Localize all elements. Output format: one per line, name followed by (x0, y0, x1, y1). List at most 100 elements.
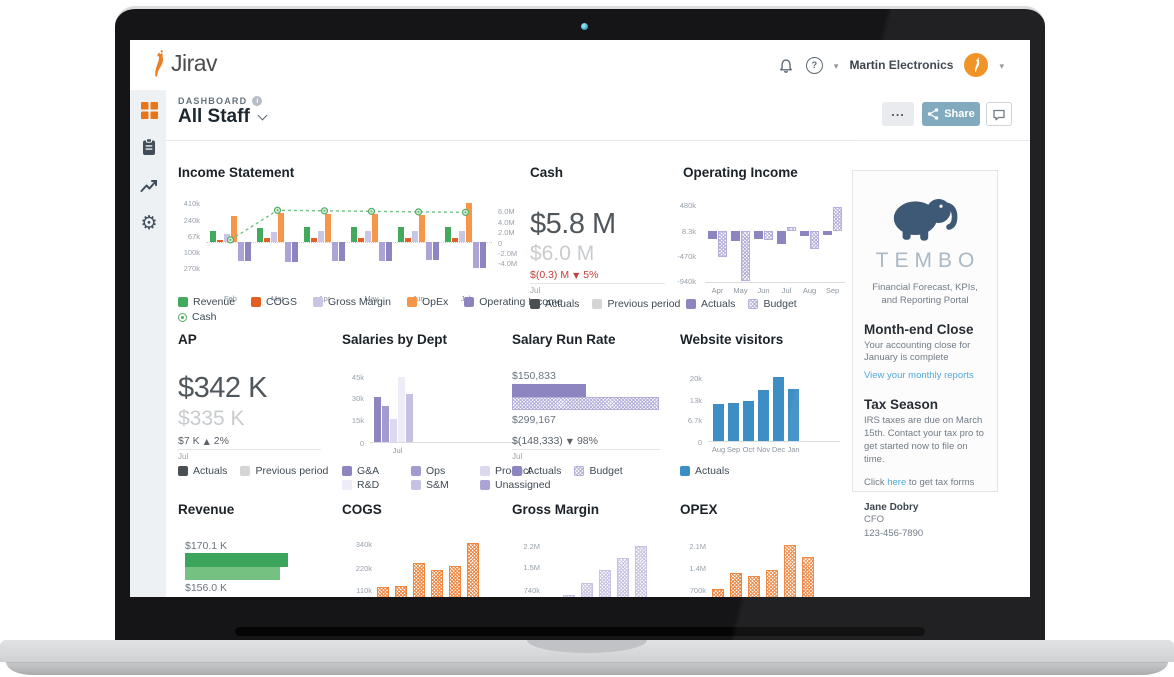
help-caret-icon[interactable] (834, 56, 839, 74)
bar (264, 238, 270, 242)
y-tick-label: 2.1M (689, 541, 706, 551)
cash-delta: $(0.3) M ▼ 5% (530, 269, 599, 281)
revenue-actual-label: $170.1 K (185, 540, 228, 552)
bar (382, 406, 389, 442)
gear-icon: ⚙ (140, 211, 158, 234)
legend-swatch (178, 312, 187, 322)
legend-item: S&M (411, 479, 467, 491)
y-tick-label: 1.5M (523, 562, 540, 572)
bar (773, 377, 784, 441)
card-title-salary-run-rate: Salary Run Rate (512, 332, 616, 347)
cogs-y-axis: 340k 220k 110k (346, 539, 374, 597)
contact-role: CFO (864, 514, 885, 526)
y-tick-label: 20k (689, 373, 702, 383)
info-icon[interactable] (252, 96, 263, 106)
card-title-cash: Cash (530, 165, 564, 180)
sidebar-item-settings[interactable]: ⚙ (139, 213, 159, 233)
bar (766, 569, 778, 597)
y-tick-label: 0 (498, 238, 503, 248)
legend-item: Operating Income (464, 296, 563, 308)
notification-bell-icon[interactable] (777, 57, 795, 74)
bar (599, 570, 611, 597)
cogs-chart (377, 543, 491, 597)
card-title-cogs: COGS (342, 502, 382, 517)
srr-budget-label: $299,167 (512, 414, 556, 426)
card-title-revenue: Revenue (178, 502, 235, 517)
legend-swatch (312, 297, 323, 307)
comment-button[interactable] (986, 102, 1012, 126)
x-tick-label: Dec (771, 445, 786, 454)
srr-actual-bar (512, 384, 587, 397)
lid-notch (527, 640, 647, 653)
month-end-close-title: Month-end Close (864, 321, 974, 337)
account-name[interactable]: Martin Electronics (849, 58, 954, 72)
app-window: Jirav Martin Electronics (130, 40, 1030, 597)
bar (386, 242, 392, 261)
bar (731, 230, 740, 241)
x-tick-label: May (364, 294, 379, 303)
card-title-website-visitors: Website visitors (680, 332, 784, 347)
bar (231, 216, 237, 242)
y-tick-label: 0 (359, 438, 364, 448)
legend-item: Budget (574, 465, 623, 477)
bar (398, 377, 405, 442)
header-divider (166, 140, 1030, 141)
bar (332, 242, 338, 262)
legend-swatch (480, 480, 490, 490)
bar (311, 238, 317, 242)
salaries-y-axis: 45k 30k 15k 0 (342, 372, 366, 448)
website-visitors-legend: Actuals (680, 465, 729, 477)
card-title-salaries: Salaries by Dept (342, 332, 448, 347)
bar (390, 418, 397, 442)
x-tick-label: Jun (757, 286, 770, 295)
y-tick-label: 4.0M (498, 217, 515, 227)
legend-item: Unassigned (480, 479, 550, 491)
legend-item: Actuals (686, 298, 735, 310)
legend-item: Budget (748, 298, 797, 310)
page-title[interactable]: All Staff (178, 106, 268, 128)
bar (351, 227, 357, 242)
bar (339, 242, 345, 262)
tembo-brand: TEMBO (875, 249, 981, 272)
tax-forms-link[interactable]: here (887, 476, 907, 488)
sidebar-item-trends[interactable] (139, 176, 159, 196)
bar (473, 242, 479, 268)
bar (377, 587, 389, 597)
help-icon[interactable] (805, 56, 823, 74)
bar (466, 202, 472, 242)
zero-line (206, 242, 492, 243)
contact-name: Jane Dobry (864, 502, 919, 514)
rule (530, 283, 665, 284)
x-tick-label: Jul (392, 446, 403, 455)
x-tick-label: Mar (271, 294, 284, 303)
bar (413, 563, 425, 597)
income-statement-chart: FebMarAprMayJunJul (206, 198, 492, 303)
sidebar-item-plans[interactable] (139, 137, 159, 157)
app-header: Jirav Martin Electronics (130, 40, 1030, 90)
x-tick-label: Oct (742, 445, 755, 454)
avatar[interactable] (964, 53, 989, 77)
y-tick-label: 45k (351, 372, 364, 382)
card-title-income-statement: Income Statement (178, 165, 295, 180)
y-tick-label: 110k (356, 585, 372, 595)
account-caret-icon[interactable] (999, 56, 1004, 74)
share-button[interactable]: Share (922, 102, 980, 126)
legend-item: Actuals (680, 465, 729, 477)
tax-season-title: Tax Season (864, 397, 939, 413)
bar (748, 576, 760, 597)
sidebar-item-dashboard[interactable] (139, 100, 159, 120)
opex-chart (712, 543, 824, 597)
y-tick-label: 340k (355, 539, 372, 549)
card-title-opex: OPEX (680, 502, 718, 517)
avatar-giraffe-icon (975, 57, 980, 72)
bar (713, 404, 724, 441)
bar (419, 214, 425, 242)
legend-swatch (411, 480, 421, 490)
bar (412, 231, 418, 242)
x-tick-label: Apr (711, 286, 724, 295)
x-tick-label: Sep (825, 286, 840, 295)
y-tick-label: 2.2M (523, 542, 540, 552)
monthly-reports-link[interactable]: View your monthly reports (864, 370, 974, 382)
more-button[interactable]: ... (882, 102, 914, 126)
y-tick-label: 6.0M (498, 207, 515, 217)
